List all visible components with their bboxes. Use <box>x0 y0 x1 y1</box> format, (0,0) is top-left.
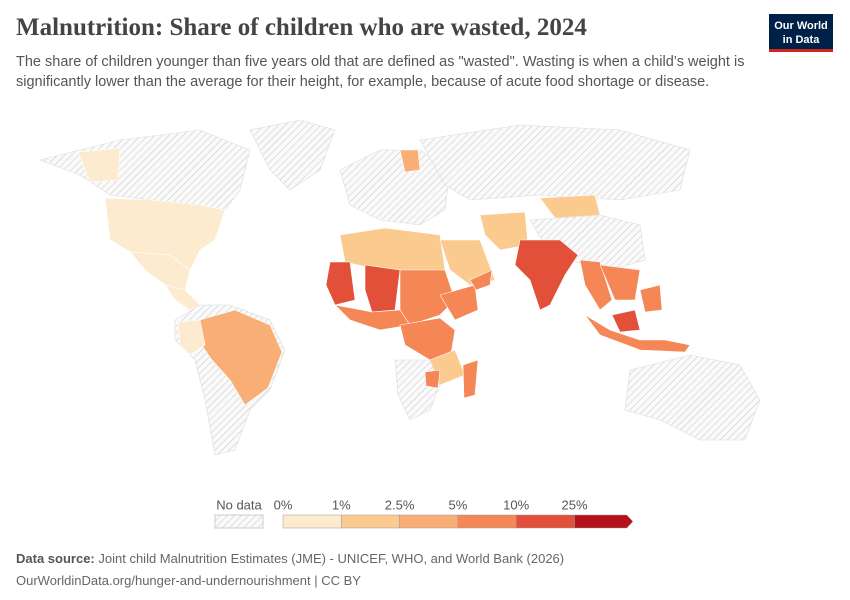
legend: No data 0% 1% 2.5% 5% 10% 25% <box>214 497 634 529</box>
no-data-label: No data <box>216 497 262 512</box>
footer: Data source: Joint child Malnutrition Es… <box>16 548 564 592</box>
subtitle: The share of children younger than five … <box>16 54 745 90</box>
logo: Our World in Data <box>769 14 833 52</box>
legend-swatch <box>515 514 575 529</box>
legend-label: 5% <box>449 497 468 512</box>
logo-line: Our World <box>774 20 828 32</box>
source: Data source: Joint child Malnutrition Es… <box>16 548 564 570</box>
countries <box>38 119 761 456</box>
title: Malnutrition: Share of children who are … <box>16 14 587 41</box>
source-text: Joint child Malnutrition Estimates (JME)… <box>98 551 565 566</box>
legend-swatch <box>341 514 400 529</box>
legend-bins: 0% 1% 2.5% 5% 10% 25% <box>274 497 634 529</box>
legend-swatch <box>399 514 459 529</box>
legend-label: 0% <box>274 497 293 512</box>
legend-swatch <box>457 514 517 529</box>
legend-label: 25% <box>561 497 587 512</box>
legend-swatch <box>282 514 342 529</box>
url: OurWorldinData.org/hunger-and-undernouri… <box>16 573 361 588</box>
legend-label: 2.5% <box>385 497 415 512</box>
no-data-swatch <box>214 514 264 529</box>
legend-label: 1% <box>332 497 351 512</box>
source-label: Data source: <box>16 551 95 566</box>
legend-label: 10% <box>503 497 529 512</box>
legend-swatch <box>574 514 634 529</box>
logo-line: in Data <box>782 34 820 46</box>
